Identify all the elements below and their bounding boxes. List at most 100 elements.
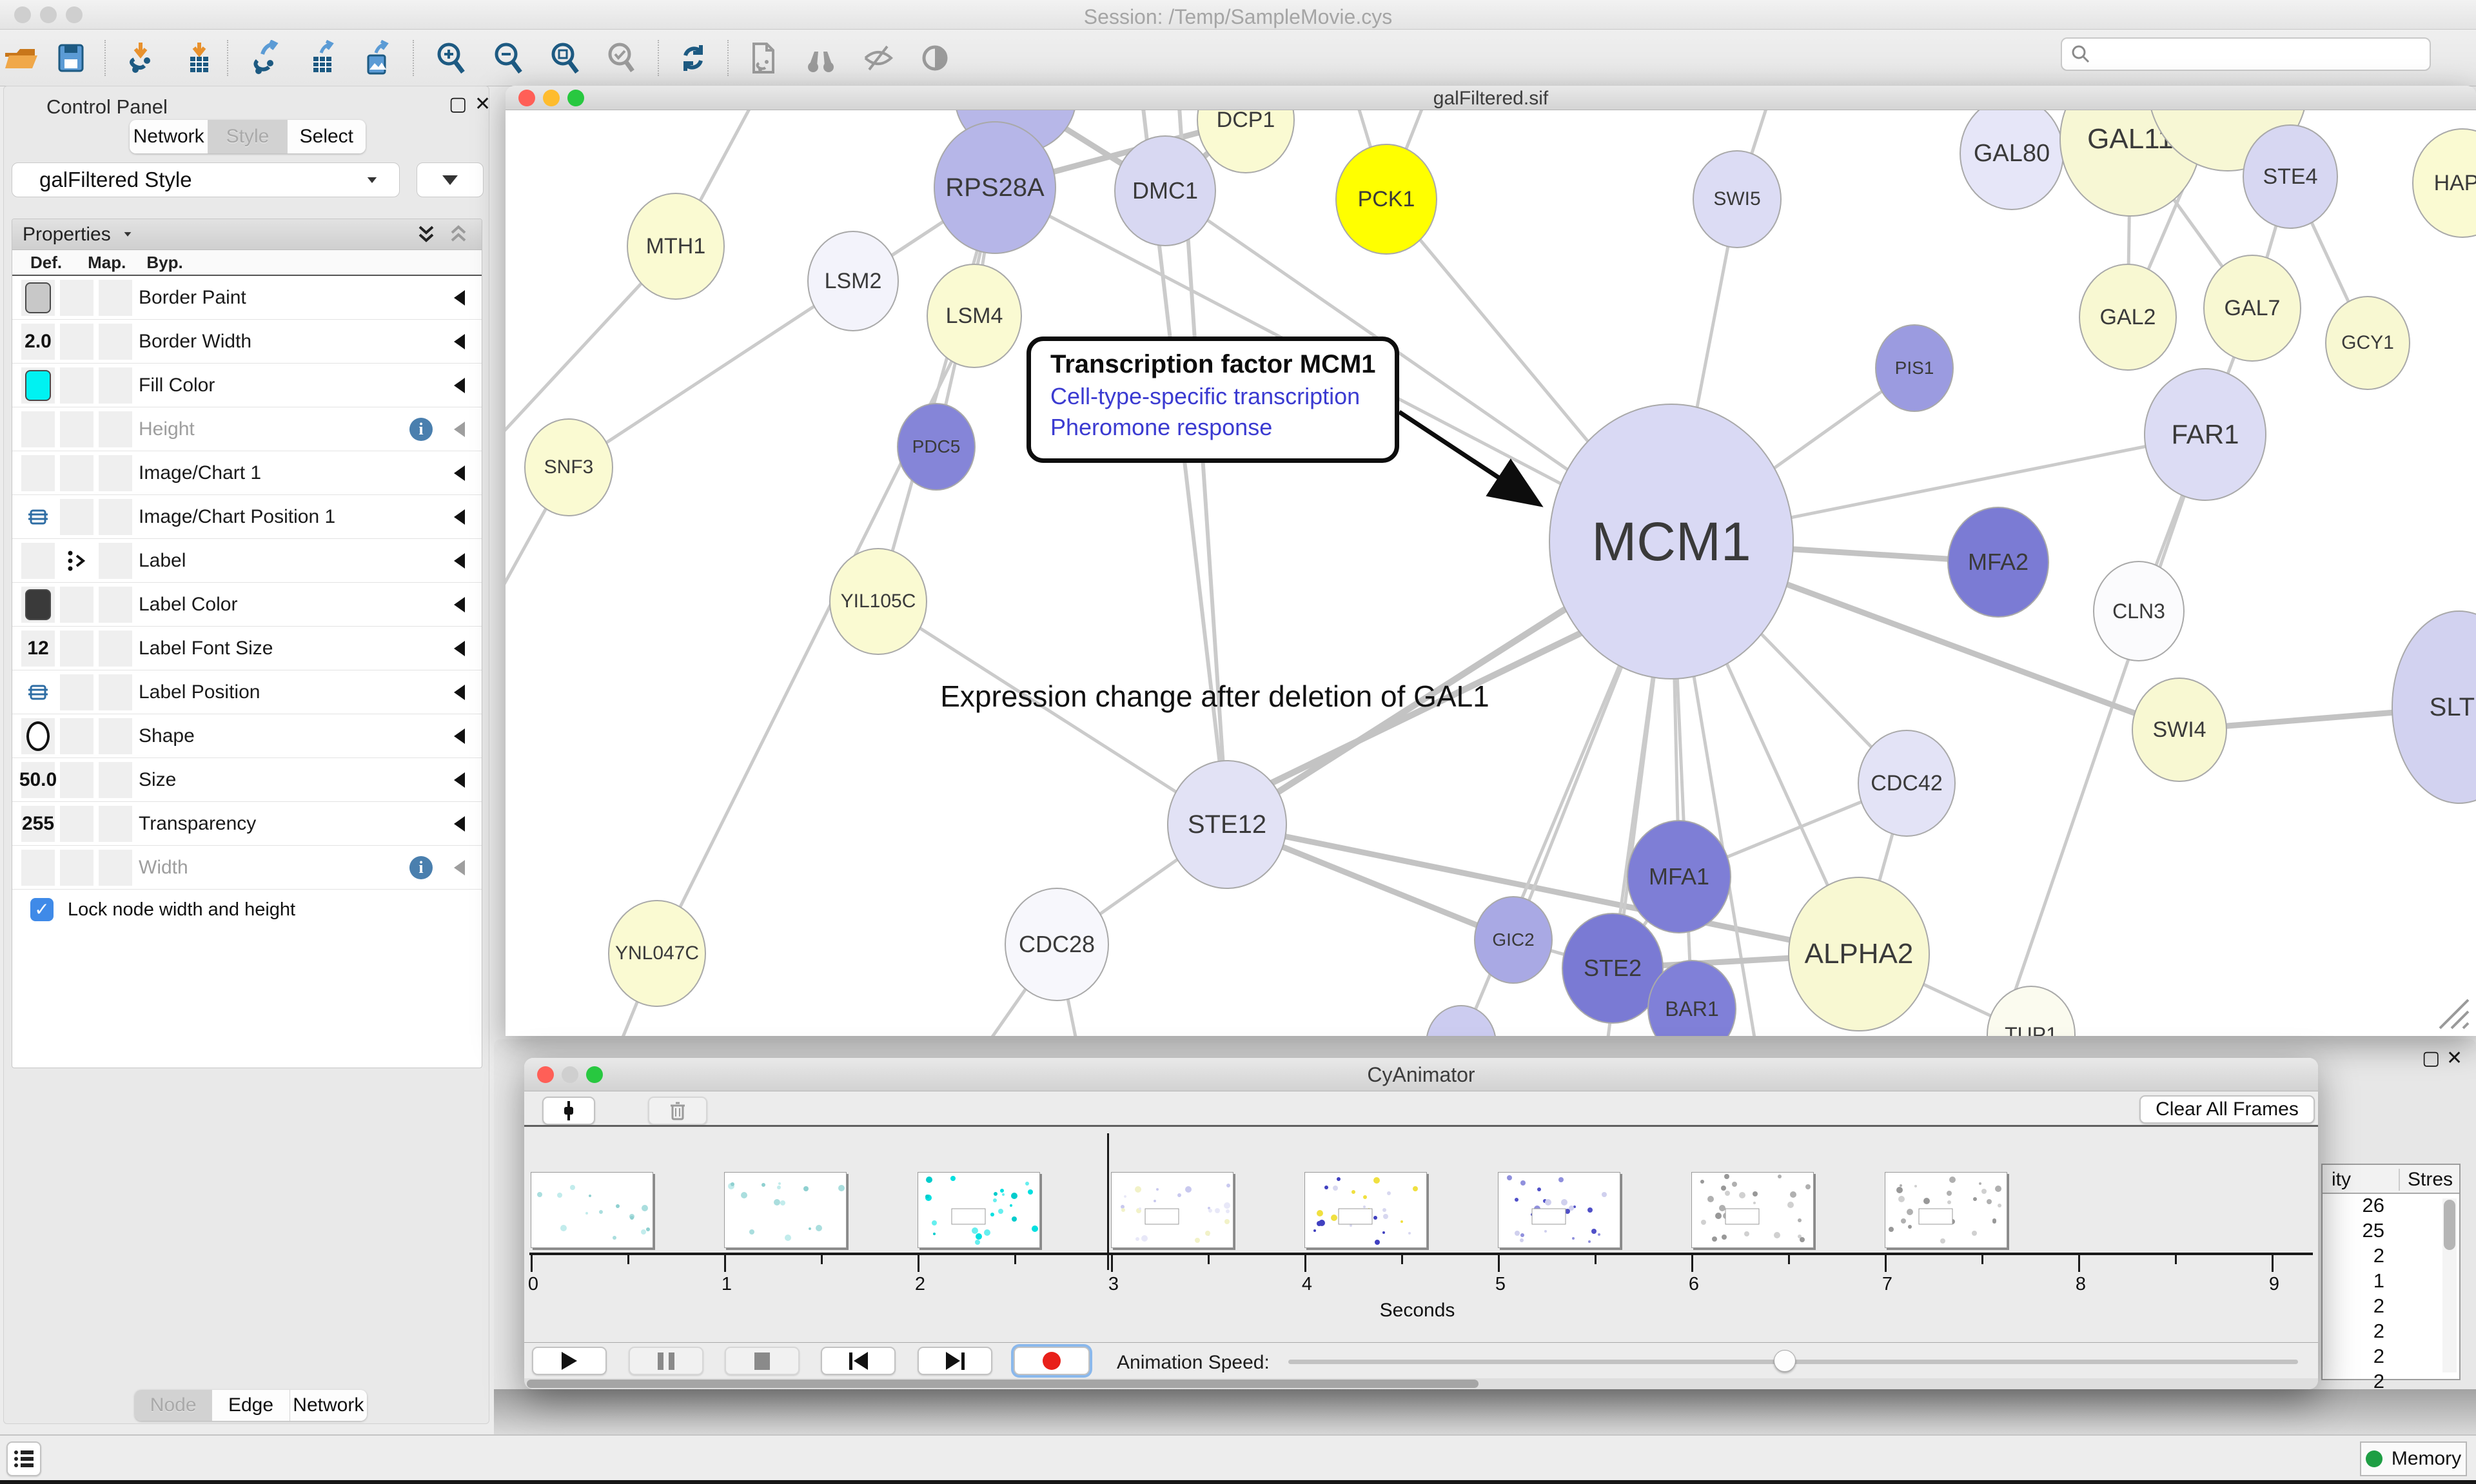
lock-dimensions-checkbox[interactable]: ✓: [30, 898, 54, 921]
network-node-rps28a[interactable]: RPS28A: [934, 121, 1056, 254]
network-node-alpha2[interactable]: ALPHA2: [1788, 877, 1930, 1031]
bypass-cell[interactable]: [99, 499, 132, 535]
tab-select[interactable]: Select: [287, 120, 366, 153]
mapping-cell[interactable]: [60, 499, 93, 535]
bypass-cell[interactable]: [99, 806, 132, 842]
network-node-gic2[interactable]: GIC2: [1474, 896, 1553, 984]
network-node-mth1[interactable]: MTH1: [627, 193, 725, 300]
skip-start-button[interactable]: [821, 1347, 896, 1375]
mapping-cell[interactable]: [60, 324, 93, 360]
style-options-button[interactable]: [417, 162, 484, 197]
tab-style[interactable]: Style: [208, 120, 288, 153]
zoom-fit-icon[interactable]: [546, 39, 585, 77]
export-image-icon[interactable]: [358, 39, 397, 77]
zoom-selected-icon[interactable]: [603, 39, 642, 77]
bypass-cell[interactable]: [99, 280, 132, 316]
default-cell[interactable]: [21, 411, 55, 447]
export-network-icon[interactable]: [246, 39, 284, 77]
color-swatch[interactable]: [25, 370, 51, 401]
mapping-cell[interactable]: [60, 850, 93, 886]
metric-cell[interactable]: 2: [2373, 1345, 2384, 1367]
default-cell[interactable]: 2.0: [21, 324, 55, 360]
eye-icon[interactable]: [916, 39, 954, 77]
mapping-cell[interactable]: [60, 543, 93, 579]
task-history-button[interactable]: [6, 1441, 41, 1476]
open-folder-icon[interactable]: [1, 39, 40, 77]
expand-property-icon[interactable]: [454, 290, 465, 306]
network-node-ynl047c[interactable]: YNL047C: [608, 900, 706, 1007]
network-node-ste4[interactable]: STE4: [2243, 124, 2338, 229]
bypass-cell[interactable]: [99, 674, 132, 710]
mapping-cell[interactable]: [60, 630, 93, 667]
network-node-lsm4[interactable]: LSM4: [927, 264, 1022, 368]
mapping-cell[interactable]: [60, 762, 93, 798]
properties-header[interactable]: Properties: [12, 219, 482, 250]
property-row-size[interactable]: 50.0 Size: [12, 758, 482, 802]
mapping-cell[interactable]: [60, 280, 93, 316]
network-node-far1[interactable]: FAR1: [2144, 368, 2266, 501]
bypass-cell[interactable]: [99, 455, 132, 491]
minimize-window-icon[interactable]: [562, 1066, 578, 1083]
network-node-lsm2[interactable]: LSM2: [807, 231, 899, 331]
bypass-cell[interactable]: [99, 718, 132, 754]
info-icon[interactable]: i: [409, 418, 433, 441]
zoom-in-icon[interactable]: [432, 39, 471, 77]
expand-property-icon[interactable]: [454, 465, 465, 481]
default-cell[interactable]: [21, 455, 55, 491]
maximize-window-icon[interactable]: [66, 6, 83, 23]
default-cell[interactable]: [21, 367, 55, 404]
network-node-gal80[interactable]: GAL80: [1960, 110, 2064, 210]
mapping-cell[interactable]: [60, 367, 93, 404]
network-node-pdc5[interactable]: PDC5: [897, 403, 976, 491]
bypass-cell[interactable]: [99, 367, 132, 404]
float-panel-icon[interactable]: ▢: [2422, 1048, 2441, 1069]
network-node-bar1[interactable]: BAR1: [1647, 960, 1736, 1036]
bypass-cell[interactable]: [99, 543, 132, 579]
expand-property-icon[interactable]: [454, 685, 465, 700]
network-node-cdc28[interactable]: CDC28: [1005, 888, 1109, 1001]
expand-property-icon[interactable]: [454, 422, 465, 437]
property-row-width[interactable]: Width i: [12, 846, 482, 890]
default-value[interactable]: 255: [21, 813, 55, 834]
mapping-cell[interactable]: [60, 674, 93, 710]
play-button[interactable]: [532, 1347, 607, 1375]
property-row-label-font-size[interactable]: 12 Label Font Size: [12, 627, 482, 670]
expand-property-icon[interactable]: [454, 641, 465, 656]
property-row-label-position[interactable]: Label Position: [12, 670, 482, 714]
ellipse-shape-icon[interactable]: [26, 721, 50, 751]
stop-button[interactable]: [725, 1347, 800, 1375]
minimize-window-icon[interactable]: [40, 6, 57, 23]
default-value[interactable]: 2.0: [25, 331, 52, 352]
playhead[interactable]: [1107, 1133, 1109, 1270]
color-swatch[interactable]: [25, 282, 51, 313]
scrollbar-thumb[interactable]: [527, 1380, 1479, 1388]
property-row-border-paint[interactable]: Border Paint: [12, 276, 482, 320]
keyframe-thumbnail-6[interactable]: [1691, 1172, 1814, 1248]
network-node-swi4[interactable]: SWI4: [2132, 678, 2227, 782]
network-node-cdc42[interactable]: CDC42: [1858, 730, 1956, 837]
close-window-icon[interactable]: [518, 90, 535, 106]
default-value[interactable]: 12: [27, 638, 49, 659]
metric-cell[interactable]: 1: [2373, 1269, 2384, 1292]
network-node-dmc1[interactable]: DMC1: [1114, 135, 1216, 246]
metric-cell[interactable]: 25: [2362, 1219, 2384, 1242]
default-cell[interactable]: [21, 280, 55, 316]
network-node-gal2[interactable]: GAL2: [2079, 264, 2177, 371]
expand-property-icon[interactable]: [454, 816, 465, 832]
network-node-mcm1[interactable]: MCM1: [1549, 404, 1794, 679]
add-keyframe-button[interactable]: [542, 1097, 595, 1125]
metric-cell[interactable]: 26: [2362, 1194, 2384, 1216]
import-network-icon[interactable]: [121, 39, 160, 77]
mapping-cell[interactable]: [60, 806, 93, 842]
maximize-window-icon[interactable]: [586, 1066, 603, 1083]
metric-cell[interactable]: 2: [2373, 1294, 2384, 1317]
collapse-all-icon[interactable]: [446, 222, 471, 248]
keyframe-thumbnail-2[interactable]: [918, 1172, 1040, 1248]
network-node-gcy1[interactable]: GCY1: [2325, 296, 2410, 390]
network-node-pis1[interactable]: PIS1: [1875, 324, 1954, 412]
record-button[interactable]: [1014, 1347, 1090, 1375]
network-node-cln3[interactable]: CLN3: [2093, 561, 2185, 661]
default-cell[interactable]: [21, 850, 55, 886]
network-node-gal7[interactable]: GAL7: [2203, 255, 2301, 362]
keyframe-thumbnail-5[interactable]: [1498, 1172, 1620, 1248]
